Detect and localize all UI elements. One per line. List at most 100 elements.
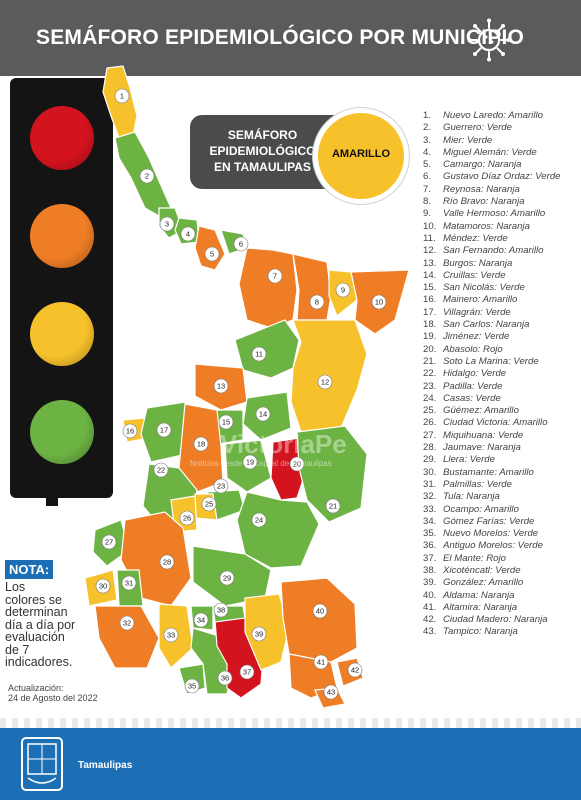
legend-number: 14. [423,269,437,281]
legend-item: 19. Jiménez: Verde [423,331,581,343]
legend-municipality: San Carlos [443,319,491,331]
legend-separator: : [477,232,483,244]
municipality-region [94,605,160,669]
state-status-value: AMARILLO [331,148,391,160]
legend-number: 27. [423,429,437,441]
legend-separator: : [503,515,510,527]
legend-number: 39. [423,577,437,589]
legend-item: 34. Gómez Farías: Verde [423,516,581,528]
note-line: Los [5,580,26,594]
lamp-green [30,400,94,464]
legend-item: 15. San Nicolás: Verde [423,282,581,294]
legend-municipality: Camargo [443,159,483,171]
legend-separator: : [475,269,481,281]
legend-status: Naranja [496,220,530,232]
legend-status: Verde [497,429,524,441]
legend-item: 10. Matamoros: Naranja [423,221,581,233]
municipality-number-badge [335,282,351,298]
municipality-region [296,425,368,523]
legend-number: 24. [423,392,437,404]
legend-number: 9. [423,208,432,220]
legend-number: 8. [423,196,432,208]
legend-item: 25. Güémez: Amarillo [423,405,581,417]
footer-label: Tamaulipas [78,760,133,771]
legend-status: Rojo [483,343,503,355]
municipality-region [236,491,320,569]
legend-status: Verde [512,528,539,540]
legend-separator: : [470,392,476,404]
legend-municipality: Abasolo [443,343,478,355]
page-title: SEMÁFORO EPIDEMIOLÓGICO POR MUNICIPIO [36,26,525,49]
municipality-number-badge [114,88,130,104]
legend-item: 26. Ciudad Victoria: Amarillo [423,417,581,429]
legend-number: 43. [423,626,437,638]
traffic-light-pole [46,498,58,506]
municipality-region [292,253,332,321]
legend-number: 16. [423,294,437,306]
municipality-number-badge [121,575,137,591]
legend-number: 28. [423,442,437,454]
legend-status: Verde [482,232,508,244]
legend-municipality: Méndez [443,232,478,244]
legend-separator: : [480,183,487,195]
legend-status: Naranja [486,183,520,195]
legend-number: 38. [423,564,437,576]
municipality-number-badge [251,346,267,362]
municipality-number-badge [371,294,387,310]
municipality-number: 16 [126,427,134,436]
municipality-number-badge [180,226,196,242]
legend-item: 42. Ciudad Madero: Naranja [423,614,581,626]
municipality-number: 13 [217,382,225,391]
municipality-number: 38 [217,606,225,615]
legend-number: 26. [423,417,437,429]
legend-municipality: Llera [443,454,465,466]
municipality-number: 36 [221,674,229,683]
legend-separator: : [477,343,484,355]
legend-separator: : [481,478,487,490]
legend-separator: : [483,577,489,589]
legend-municipality: Guerrero [443,122,482,134]
legend-item: 20. Abasolo: Rojo [423,344,581,356]
legend-status: Verde [511,146,537,158]
note-line: de 7 [5,642,30,657]
municipality-number: 4 [186,230,190,239]
legend-status: Verde [486,122,512,134]
legend-number: 6. [423,171,432,183]
legend-municipality: Casas [443,392,471,404]
legend-municipality: Antiguo Morelos [443,540,513,552]
legend-number: 18. [423,319,437,331]
legend-status: Verde [517,540,543,552]
legend-separator: : [482,159,488,171]
legend-separator: : [471,380,478,392]
municipality-number: 11 [255,350,263,359]
legend-item: 37. El Mante: Rojo [423,553,581,565]
municipality-number-badge [233,236,249,252]
legend-status: Verde [477,380,503,392]
legend-separator: : [481,122,487,134]
legend-item: 39. González: Amarillo [423,577,581,589]
legend-item: 24. Casas: Verde [423,393,581,405]
municipality-number-badge [239,664,255,680]
legend-separator: : [494,466,500,478]
municipality-number: 10 [375,298,383,307]
municipality-number-badge [219,570,235,586]
municipality-number: 43 [327,688,335,697]
municipality-region [280,577,358,663]
legend-item: 16. Mainero: Amarillo [423,294,581,306]
legend-number: 23. [423,380,437,392]
legend-municipality: Padilla [443,380,472,392]
legend-separator: : [503,110,509,121]
municipality-number: 25 [205,500,213,509]
legend-separator: : [507,417,513,429]
municipality-number: 7 [273,272,277,281]
legend-item: 28. Jaumave: Naranja [423,442,581,454]
municipality-number: 15 [222,418,230,427]
municipality-number-badge [347,662,363,678]
lamp-yellow [30,302,94,366]
legend-item: 17. Villagrán: Verde [423,307,581,319]
municipality-number-badge [156,422,172,438]
municipality-number: 34 [197,616,205,625]
legend-municipality: Xicoténcatl [443,564,490,576]
legend-number: 34. [423,515,437,527]
legend-number: 15. [423,282,437,294]
